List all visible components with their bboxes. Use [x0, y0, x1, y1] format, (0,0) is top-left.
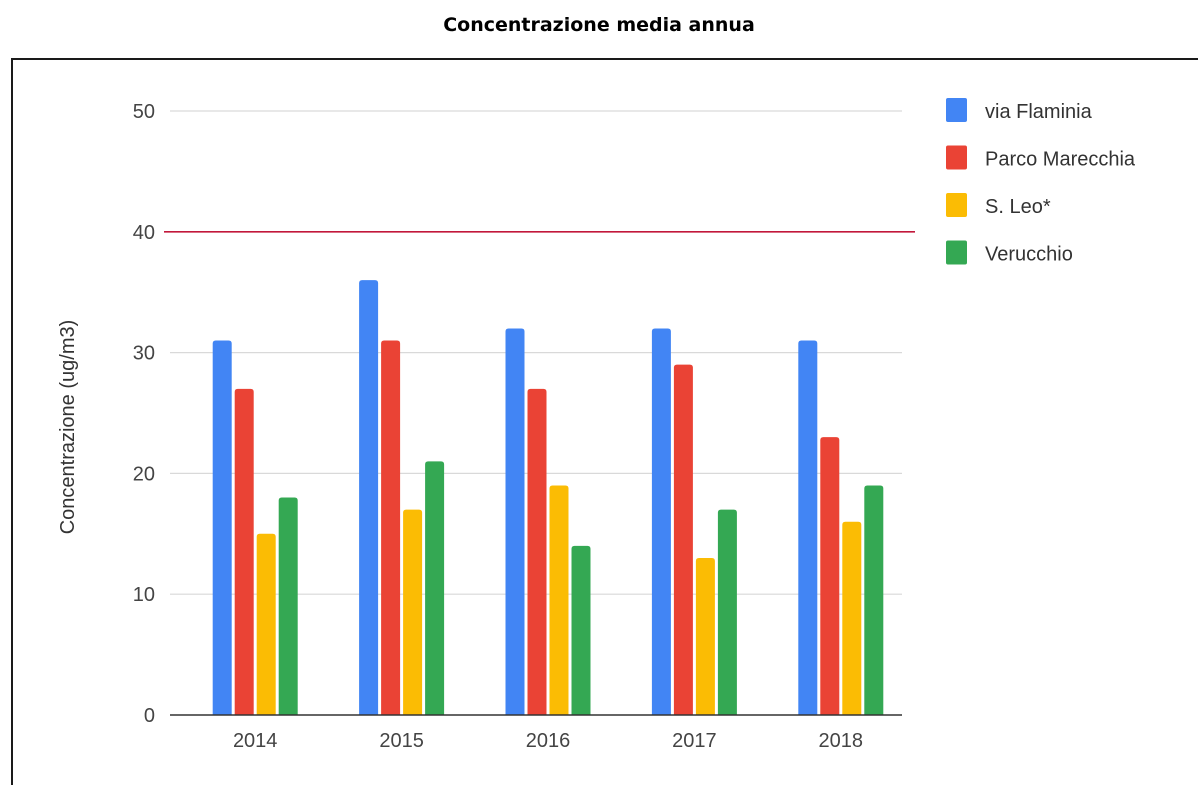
bar	[717, 509, 737, 715]
bar	[381, 340, 401, 715]
bar	[234, 388, 254, 715]
x-tick-label: 2018	[819, 730, 864, 752]
y-tick-label: 40	[133, 222, 155, 244]
legend-swatch	[946, 240, 967, 265]
legend-label: Parco Marecchia	[985, 149, 1136, 171]
y-tick-label: 0	[144, 705, 155, 727]
legend-label: via Flaminia	[985, 101, 1093, 123]
bar	[505, 328, 525, 715]
x-tick-label: 2016	[526, 730, 571, 752]
bar	[359, 280, 379, 715]
legend-label: Verucchio	[985, 244, 1073, 266]
bar	[403, 509, 423, 715]
bar	[673, 364, 693, 715]
page-title: Concentrazione media annua	[443, 14, 755, 36]
x-tick-label: 2015	[379, 730, 424, 752]
bar	[820, 437, 840, 715]
legend-label: S. Leo*	[985, 196, 1051, 218]
bar	[695, 557, 715, 715]
legend-swatch	[946, 98, 967, 122]
bar	[527, 388, 547, 715]
bar	[278, 497, 298, 715]
chart-frame	[11, 58, 1198, 785]
legend-swatch	[946, 145, 967, 170]
bar	[256, 533, 276, 715]
x-tick-label: 2014	[233, 730, 278, 752]
y-tick-label: 50	[133, 101, 155, 123]
y-tick-label: 30	[133, 343, 155, 365]
y-tick-label: 20	[133, 463, 155, 485]
bar	[212, 340, 232, 715]
legend: via Flaminia Parco Marecchia S. Leo* Verucc…	[946, 98, 1136, 266]
bar	[651, 328, 671, 715]
bar	[798, 340, 818, 715]
legend-swatch	[946, 193, 967, 217]
y-tick-label: 10	[133, 584, 155, 606]
bar	[864, 485, 884, 715]
bar	[425, 461, 445, 715]
axes: 0 10 20 30 40 50 2014 2015 2016 2017 2018	[133, 101, 902, 752]
y-axis-title: Concentrazione (ug/m3)	[57, 320, 79, 535]
x-tick-label: 2017	[672, 730, 717, 752]
bar	[549, 485, 569, 715]
bar	[571, 545, 591, 715]
bars	[212, 280, 884, 715]
bar	[842, 521, 862, 715]
